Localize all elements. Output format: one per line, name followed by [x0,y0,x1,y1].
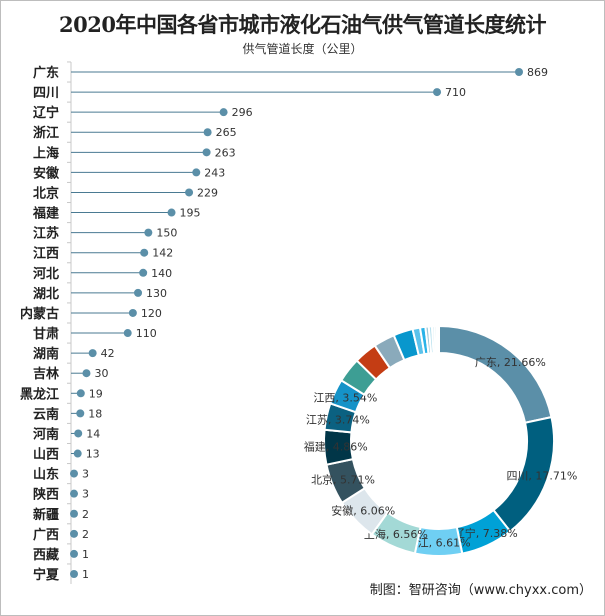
lollipop-dot [202,148,211,157]
category-label: 福建 [32,206,59,222]
category-label: 河南 [33,426,59,442]
value-label: 130 [146,287,167,300]
lollipop-dot [128,308,137,317]
category-label: 江西 [33,246,59,262]
lollipop-dot [144,228,153,237]
donut-label: 江苏, 3.74% [306,413,370,426]
category-label: 浙江 [33,125,59,141]
category-label: 内蒙古 [20,306,59,322]
lollipop-dot [139,268,148,277]
lollipop-dot [433,88,442,97]
category-label: 广西 [33,527,59,543]
category-label: 黑龙江 [20,386,59,402]
lollipop-dot [70,509,78,518]
value-label: 30 [94,367,108,380]
category-label: 湖北 [33,287,59,302]
value-label: 229 [197,186,218,199]
lollipop-dot [515,68,523,76]
category-label: 山西 [33,447,59,463]
value-label: 120 [141,307,162,320]
lollipop-dot [219,108,228,117]
value-label: 243 [204,166,225,179]
category-label: 辽宁 [33,105,59,121]
category-label: 四川 [33,86,59,101]
value-label: 142 [152,247,173,260]
value-label: 2 [82,528,89,541]
donut-slice [438,324,553,424]
value-label: 14 [86,427,100,440]
lollipop-dot [70,469,78,478]
donut-label: 四川, 17.71% [506,470,577,483]
value-label: 710 [445,86,466,99]
lollipop-dot [123,329,132,338]
lollipop-dot [76,409,85,418]
lollipop-dot [70,489,78,498]
category-label: 河北 [33,266,59,282]
lollipop-dot [70,529,78,538]
chart-title: 2020年中国各省市城市液化石油气供气管道长度统计 [59,12,546,37]
lollipop-dot [134,288,143,297]
chart-subtitle: 供气管道长度（公里） [242,42,363,56]
value-label: 42 [101,347,115,360]
category-label: 陕西 [33,487,59,503]
lollipop-dot [73,449,82,458]
category-label: 安徽 [33,165,60,181]
value-label: 13 [86,448,100,461]
category-label: 湖南 [33,346,59,362]
value-label: 18 [88,407,102,420]
category-label: 吉林 [33,366,59,382]
value-label: 1 [82,548,89,561]
value-label: 110 [136,327,157,340]
footer-credit: 制图：智研咨询（www.chyxx.com） [369,583,592,598]
donut-label: 广东, 21.66% [475,356,546,369]
value-label: 3 [82,488,89,501]
lollipop-dot [167,208,176,217]
value-label: 1 [82,568,89,581]
donut-label: 上海, 6.56% [364,527,428,541]
category-label: 新疆 [33,507,59,523]
category-label: 甘肃 [33,326,59,342]
value-label: 296 [232,106,253,119]
lollipop-dot [140,248,149,257]
lollipop-dot [203,128,212,137]
donut-label: 辽宁, 7.38% [454,526,518,540]
value-label: 2 [82,508,89,521]
lollipop-dot [76,389,85,398]
lollipop-dot [82,369,91,378]
value-label: 195 [180,207,201,220]
lollipop-dot [185,188,194,197]
category-label: 西藏 [33,547,59,563]
donut-label: 浙江, 6.61% [407,536,471,549]
value-label: 263 [215,146,236,159]
category-label: 江苏 [33,226,59,242]
donut-label: 江西, 3.54% [313,391,377,404]
category-label: 云南 [33,406,59,422]
lollipop-dot [74,429,83,438]
value-label: 869 [527,66,548,79]
category-label: 山东 [33,467,59,483]
lollipop-dot [88,349,97,358]
lollipop-dot [192,168,201,177]
value-label: 19 [89,387,103,400]
lollipop-dot [70,549,78,558]
donut-label: 福建, 4.86% [304,440,368,454]
donut-label: 安徽, 6.06% [331,504,395,518]
category-label: 宁夏 [33,567,60,583]
value-label: 150 [156,227,177,240]
category-label: 广东 [33,65,59,81]
donut-label: 北京, 5.71% [311,472,375,486]
category-label: 北京 [33,185,59,201]
value-label: 3 [82,468,89,481]
lollipop-dot [70,570,78,578]
value-label: 265 [216,126,237,139]
category-label: 上海 [33,145,59,161]
value-label: 140 [151,267,172,280]
